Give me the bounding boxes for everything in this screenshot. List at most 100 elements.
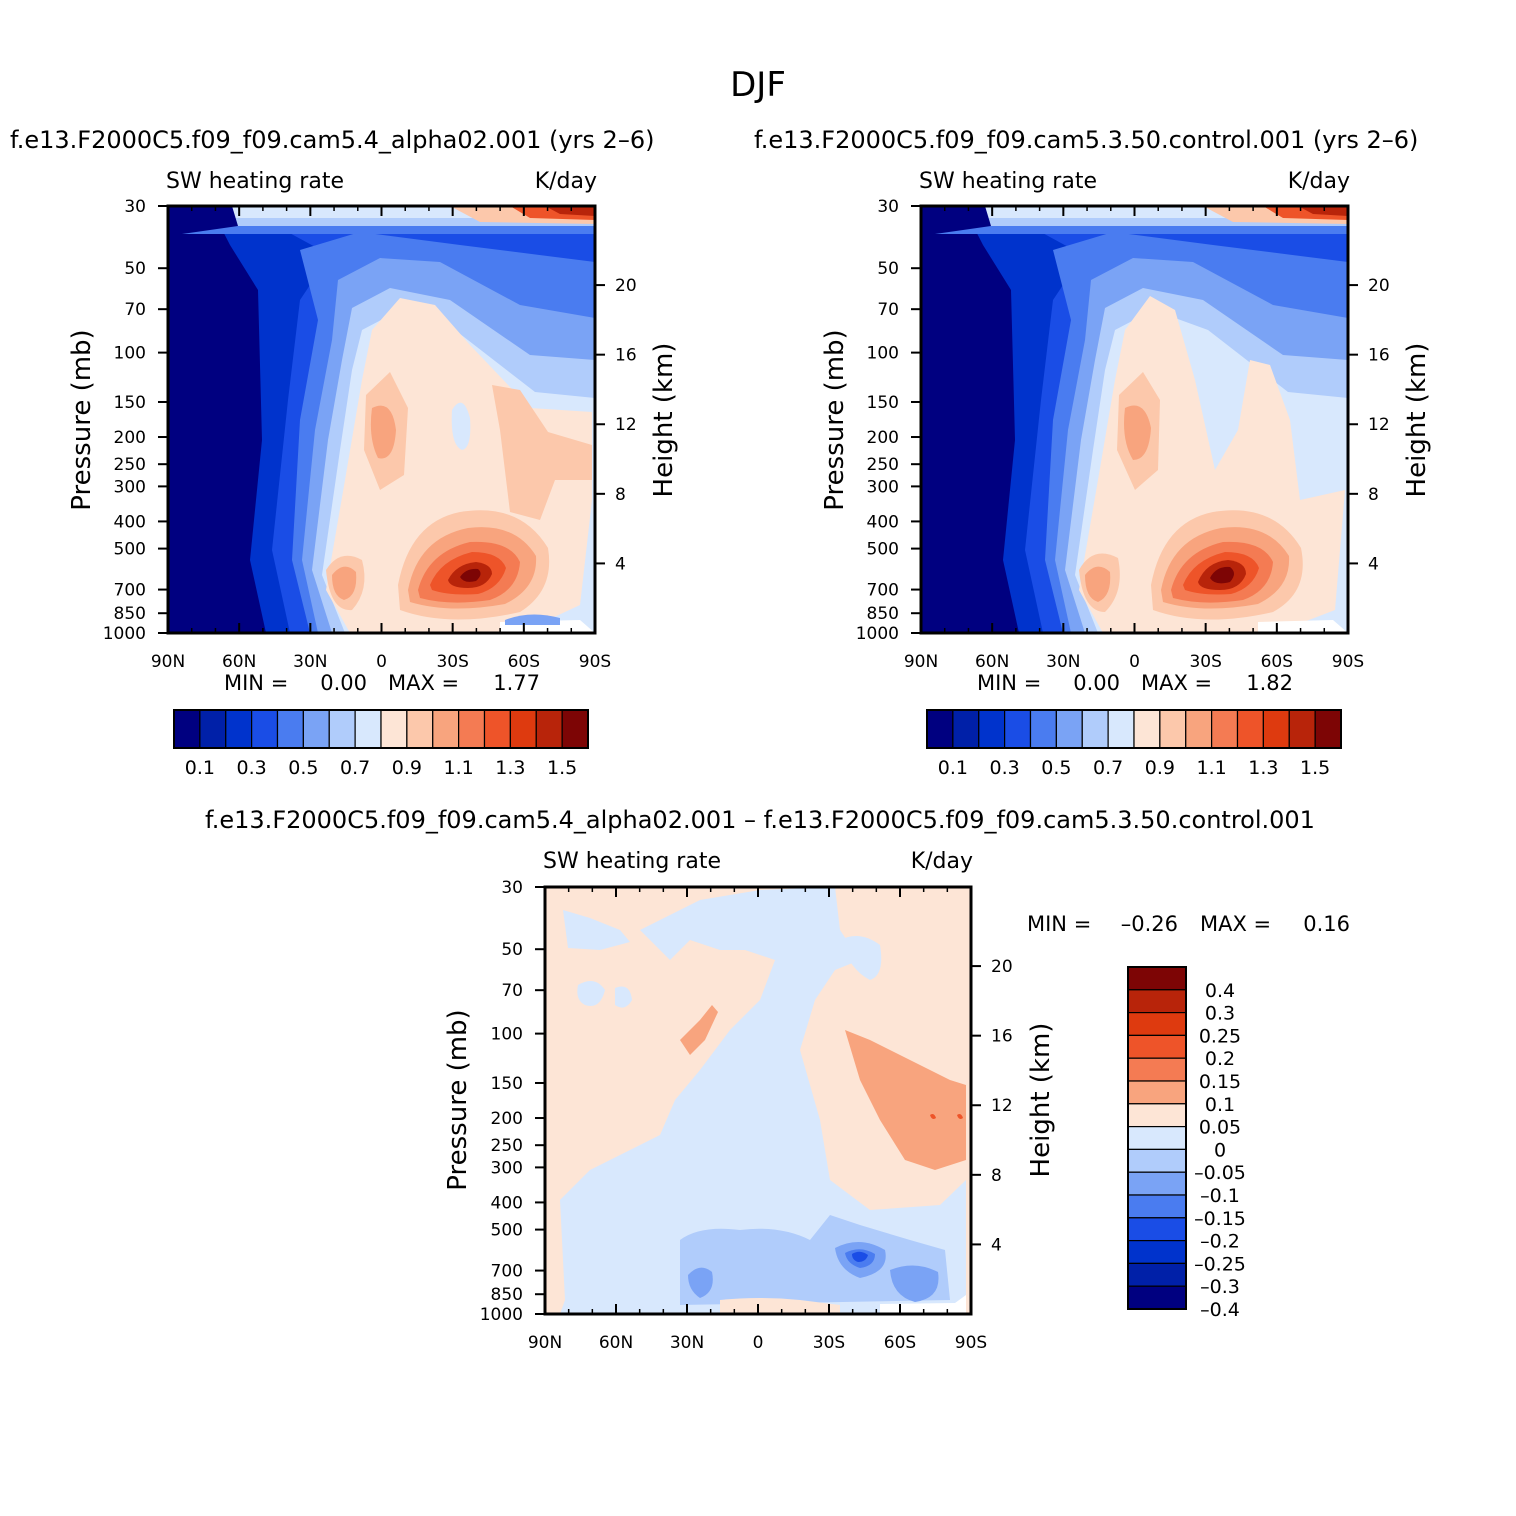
x-tick-label: 90N bbox=[904, 652, 938, 672]
contour-band bbox=[1298, 206, 1348, 216]
panel-1-max-label: MAX = bbox=[388, 671, 459, 695]
contour-band bbox=[563, 910, 630, 950]
y-tick-label: 850 bbox=[491, 1285, 523, 1305]
panel-1-right-label: K/day bbox=[535, 169, 597, 194]
colorbar-box bbox=[406, 709, 434, 749]
y-tick-label: 150 bbox=[114, 393, 146, 413]
y2-tick-label: 20 bbox=[1368, 276, 1390, 296]
colorbar-box bbox=[1127, 1239, 1187, 1264]
colorbar-label: –0.3 bbox=[1200, 1276, 1240, 1298]
y2-tick-label: 20 bbox=[991, 957, 1013, 977]
colorbar-box bbox=[1127, 1034, 1187, 1059]
colorbar-box bbox=[1081, 709, 1109, 749]
colorbar-label: 0.05 bbox=[1199, 1117, 1241, 1139]
panel-2-axes: 90N 60N 30N 0 30S 60S 90S 30 50 70 100 150 200 250300… bbox=[856, 197, 1390, 672]
panel-1: SW heating rate K/day bbox=[67, 169, 679, 779]
colorbar-box bbox=[535, 709, 563, 749]
panel-3-y2label: Height (km) bbox=[1026, 1023, 1056, 1178]
colorbar-label: 0.2 bbox=[1205, 1048, 1235, 1070]
y-tick-label: 400 bbox=[867, 512, 899, 532]
panel-2-min-label: MIN = bbox=[977, 671, 1041, 695]
y-tick-label: 250 bbox=[491, 1136, 523, 1156]
y-tick-label: 700 bbox=[114, 581, 146, 601]
contour-band bbox=[957, 1114, 963, 1119]
panel-1-axes: 90N 60N 30N 0 30S 60S 90S 30 50 70 100 150 200 250300… bbox=[103, 197, 637, 672]
x-tick-label: 90N bbox=[528, 1333, 562, 1353]
contour-band bbox=[451, 402, 471, 450]
x-tick-label: 90S bbox=[579, 652, 611, 672]
panel-3-min-value: –0.26 bbox=[1121, 912, 1178, 936]
panel-3-colorbar: 0.40.30.250.20.150.10.050–0.05–0.1–0.15–… bbox=[1127, 966, 1246, 1321]
colorbar-box bbox=[1127, 1080, 1187, 1105]
x-tick-label: 90N bbox=[151, 652, 185, 672]
y-tick-label: 250 bbox=[867, 455, 899, 475]
colorbar-label: 1.3 bbox=[495, 757, 525, 779]
y-tick-label: 100 bbox=[867, 344, 899, 364]
colorbar-box bbox=[1127, 1125, 1187, 1150]
colorbar-box bbox=[1127, 1011, 1187, 1036]
y-tick-label: 250 bbox=[114, 455, 146, 475]
colorbar-box bbox=[1127, 1148, 1187, 1173]
panel-2-contours bbox=[921, 206, 1348, 633]
colorbar-box bbox=[1185, 709, 1213, 749]
y-tick-label: 150 bbox=[491, 1074, 523, 1094]
colorbar-frame bbox=[926, 709, 1342, 749]
x-tick-label: 90S bbox=[955, 1333, 987, 1353]
colorbar-box bbox=[251, 709, 279, 749]
y2-tick-label: 8 bbox=[615, 485, 626, 505]
colorbar-label: 0.15 bbox=[1199, 1071, 1241, 1093]
colorbar-box bbox=[1211, 709, 1239, 749]
colorbar-label: 0.25 bbox=[1199, 1025, 1241, 1047]
colorbar-label: 1.1 bbox=[444, 757, 474, 779]
colorbar-box bbox=[225, 709, 253, 749]
colorbar-label: 1.5 bbox=[1300, 757, 1330, 779]
colorbar-box bbox=[1127, 966, 1187, 991]
colorbar-box bbox=[1314, 709, 1342, 749]
panel-1-max-value: 1.77 bbox=[493, 671, 540, 695]
y-tick-label: 30 bbox=[124, 197, 146, 217]
contour-band bbox=[460, 568, 481, 582]
y-tick-label: 100 bbox=[114, 344, 146, 364]
colorbar-box bbox=[1159, 709, 1187, 749]
y-tick-label: 700 bbox=[491, 1262, 523, 1282]
contour-band bbox=[370, 405, 396, 459]
contour-band bbox=[688, 1267, 713, 1298]
y2-tick-label: 16 bbox=[615, 346, 637, 366]
colorbar-label: 0 bbox=[1214, 1139, 1226, 1161]
contour-band bbox=[545, 206, 595, 216]
colorbar-label: 0.7 bbox=[1093, 757, 1123, 779]
y-tick-label: 500 bbox=[114, 540, 146, 560]
y2-tick-label: 16 bbox=[991, 1027, 1013, 1047]
y-tick-label: 50 bbox=[501, 940, 523, 960]
panel-2-max-label: MAX = bbox=[1141, 671, 1212, 695]
y-tick-label: 70 bbox=[877, 300, 899, 320]
y-tick-label: 400 bbox=[491, 1193, 523, 1213]
x-tick-label: 30S bbox=[1189, 652, 1221, 672]
panel-2-y2label: Height (km) bbox=[1402, 343, 1432, 498]
y-tick-label: 200 bbox=[114, 428, 146, 448]
colorbar-box bbox=[173, 709, 201, 749]
panel-1-left-label: SW heating rate bbox=[166, 169, 344, 194]
colorbar-box bbox=[1133, 709, 1161, 749]
x-tick-label: 90S bbox=[1332, 652, 1364, 672]
y-tick-label: 300 bbox=[491, 1158, 523, 1178]
y2-tick-label: 8 bbox=[991, 1166, 1002, 1186]
colorbar-box bbox=[561, 709, 589, 749]
colorbar-box bbox=[1127, 1285, 1187, 1310]
panel-2-left-label: SW heating rate bbox=[919, 169, 1097, 194]
colorbar-box bbox=[509, 709, 537, 749]
colorbar-label: 1.1 bbox=[1197, 757, 1227, 779]
colorbar-box bbox=[1262, 709, 1290, 749]
contour-band bbox=[492, 385, 592, 520]
x-tick-label: 60N bbox=[222, 652, 256, 672]
panel-3-axes: 90N 60N 30N 0 30S 60S 90S 30 50 70 100 150 200 250300… bbox=[480, 878, 1013, 1353]
y-tick-label: 850 bbox=[867, 604, 899, 624]
colorbar-label: 0.3 bbox=[237, 757, 267, 779]
x-tick-label: 30N bbox=[1046, 652, 1080, 672]
contour-band bbox=[577, 981, 605, 1006]
x-tick-label: 60S bbox=[884, 1333, 916, 1353]
y-tick-label: 70 bbox=[501, 981, 523, 1001]
colorbar-label: –0.05 bbox=[1194, 1162, 1246, 1184]
panel-1-title: f.e13.F2000C5.f09_f09.cam5.4_alpha02.001… bbox=[10, 126, 654, 154]
